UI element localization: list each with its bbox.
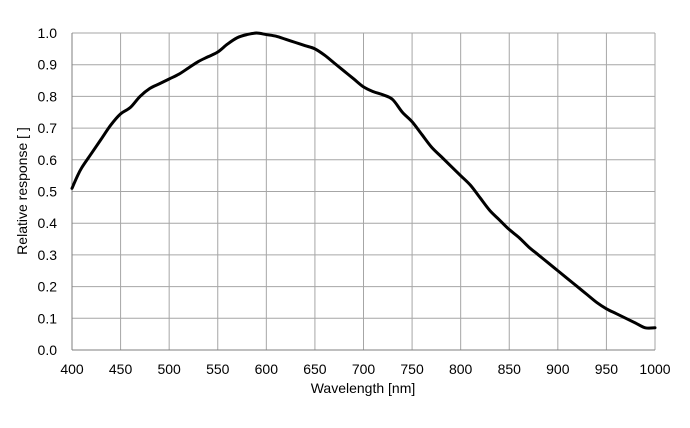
grid — [71, 32, 656, 351]
x-tick-label: 900 — [546, 361, 570, 377]
y-tick-label: 1.0 — [38, 25, 58, 41]
x-tick-label: 550 — [206, 361, 230, 377]
x-axis-title: Wavelength [nm] — [311, 380, 416, 396]
y-axis-title: Relative response [ ] — [14, 127, 30, 255]
y-tick-label: 0.5 — [38, 184, 58, 200]
x-tick-label: 600 — [255, 361, 279, 377]
x-tick-label: 1000 — [639, 361, 670, 377]
x-tick-label: 650 — [303, 361, 327, 377]
x-tick-label: 500 — [157, 361, 181, 377]
x-tick-label: 700 — [352, 361, 376, 377]
y-tick-label: 0.3 — [38, 247, 58, 263]
y-tick-label: 0.7 — [38, 120, 58, 136]
y-tick-labels: 0.0 0.1 0.2 0.3 0.4 0.5 0.6 0.7 0.8 0.9 1.0 — [38, 25, 58, 358]
x-tick-label: 950 — [595, 361, 619, 377]
x-tick-label: 800 — [449, 361, 473, 377]
series-line — [70, 31, 657, 330]
y-tick-label: 0.8 — [38, 88, 58, 104]
x-tick-labels: 400 450 500 550 600 650 700 750 800 850 900 950 1000 — [60, 361, 670, 377]
x-tick-label: 400 — [60, 361, 84, 377]
x-tick-label: 450 — [109, 361, 133, 377]
x-tick-label: 750 — [400, 361, 424, 377]
y-tick-label: 0.0 — [38, 342, 58, 358]
y-tick-label: 0.2 — [38, 279, 58, 295]
y-tick-label: 0.9 — [38, 57, 58, 73]
y-tick-label: 0.1 — [38, 310, 58, 326]
y-tick-label: 0.4 — [38, 215, 58, 231]
x-tick-label: 850 — [498, 361, 522, 377]
series-line-group — [70, 31, 657, 330]
y-tick-label: 0.6 — [38, 152, 58, 168]
